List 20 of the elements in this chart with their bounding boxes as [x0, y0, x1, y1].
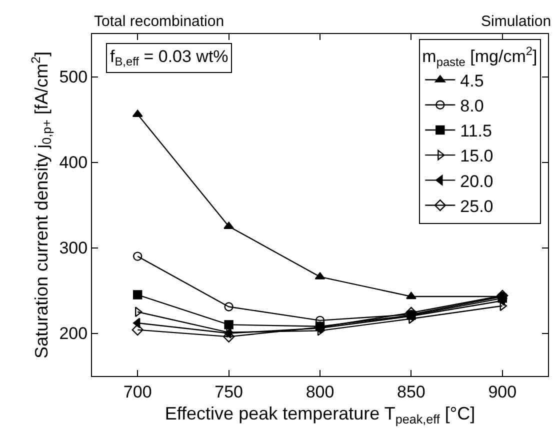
- x-tick-label: 800: [306, 382, 334, 402]
- x-tick-label: 750: [214, 382, 243, 402]
- x-tick-label: 900: [488, 382, 517, 402]
- y-tick-label: 200: [59, 324, 88, 344]
- legend-label: 8.0: [460, 96, 484, 116]
- y-tick-label: 300: [59, 238, 88, 258]
- x-axis-title: Effective peak temperature T$_{peak,eff}$ [°C]: [164, 404, 476, 426]
- legend-label: 11.5: [460, 122, 492, 141]
- legend-title: m$_{paste}$ [mg/cm$^{2}$]: [422, 44, 538, 69]
- legend-label: 25.0: [460, 196, 494, 216]
- legend-label: 15.0: [460, 146, 494, 166]
- legend-label: 4.5: [460, 71, 484, 90]
- chart-title: Total recombination: [94, 13, 224, 30]
- x-tick-label: 700: [123, 382, 152, 402]
- y-tick-label: 400: [59, 153, 88, 172]
- x-tick-label: 850: [397, 382, 426, 402]
- legend-label: 20.0: [460, 172, 494, 191]
- chart-subtitle: Simulation: [481, 13, 552, 30]
- y-tick-label: 500: [59, 68, 88, 87]
- annotation: f$_{B,eff}$ = 0.03 wt%: [110, 47, 228, 69]
